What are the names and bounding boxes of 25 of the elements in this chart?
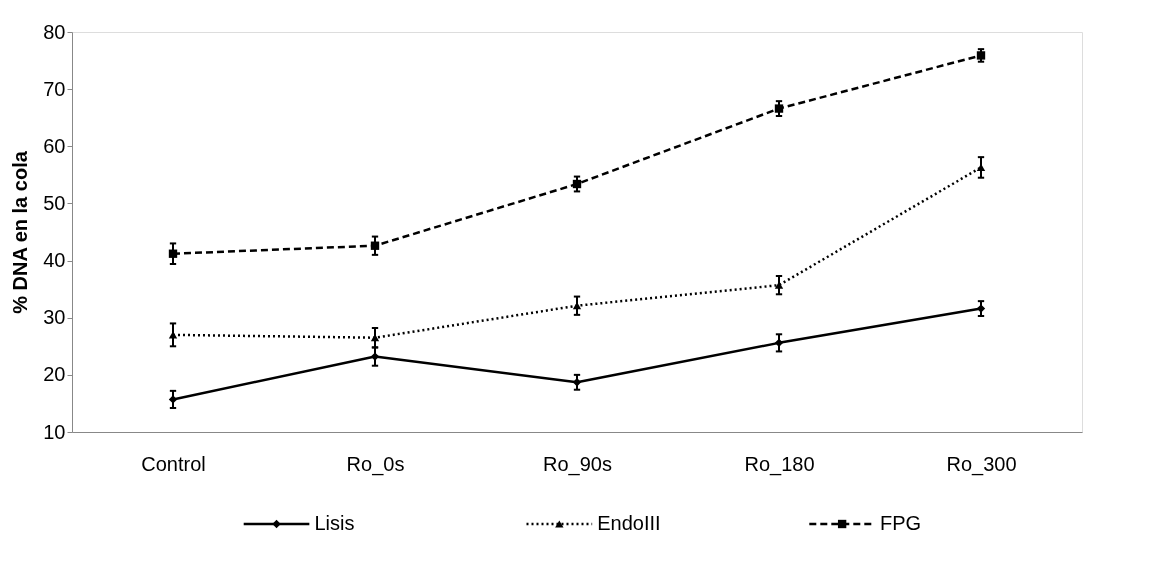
legend-label: Lisis xyxy=(314,512,355,534)
y-tick-label: 20 xyxy=(43,363,66,386)
point xyxy=(976,304,986,313)
point xyxy=(168,395,178,404)
legend-label: EndoIII xyxy=(597,512,661,534)
y-tick-label: 30 xyxy=(43,306,66,329)
point xyxy=(572,179,582,189)
y-tick-label: 70 xyxy=(43,77,66,100)
x-tick-label: Ro_0s xyxy=(346,452,405,476)
x-tick-label: Ro_90s xyxy=(543,452,612,476)
y-tick-label: 50 xyxy=(43,191,66,214)
point xyxy=(774,104,784,113)
point xyxy=(370,352,380,361)
y-tick-label: 40 xyxy=(43,249,66,272)
point xyxy=(168,249,178,258)
point xyxy=(572,378,582,387)
y-tick-label: 10 xyxy=(43,420,66,443)
legend-label: FPG xyxy=(880,512,922,534)
y-axis-title: % DNA en la cola xyxy=(9,150,32,314)
y-tick-label: 80 xyxy=(43,20,66,43)
x-tick-label: Ro_180 xyxy=(744,452,815,476)
y-tick-label: 60 xyxy=(43,134,66,157)
point xyxy=(370,241,380,250)
x-tick-label: Control xyxy=(141,452,206,475)
x-tick-label: Ro_300 xyxy=(946,452,1017,476)
